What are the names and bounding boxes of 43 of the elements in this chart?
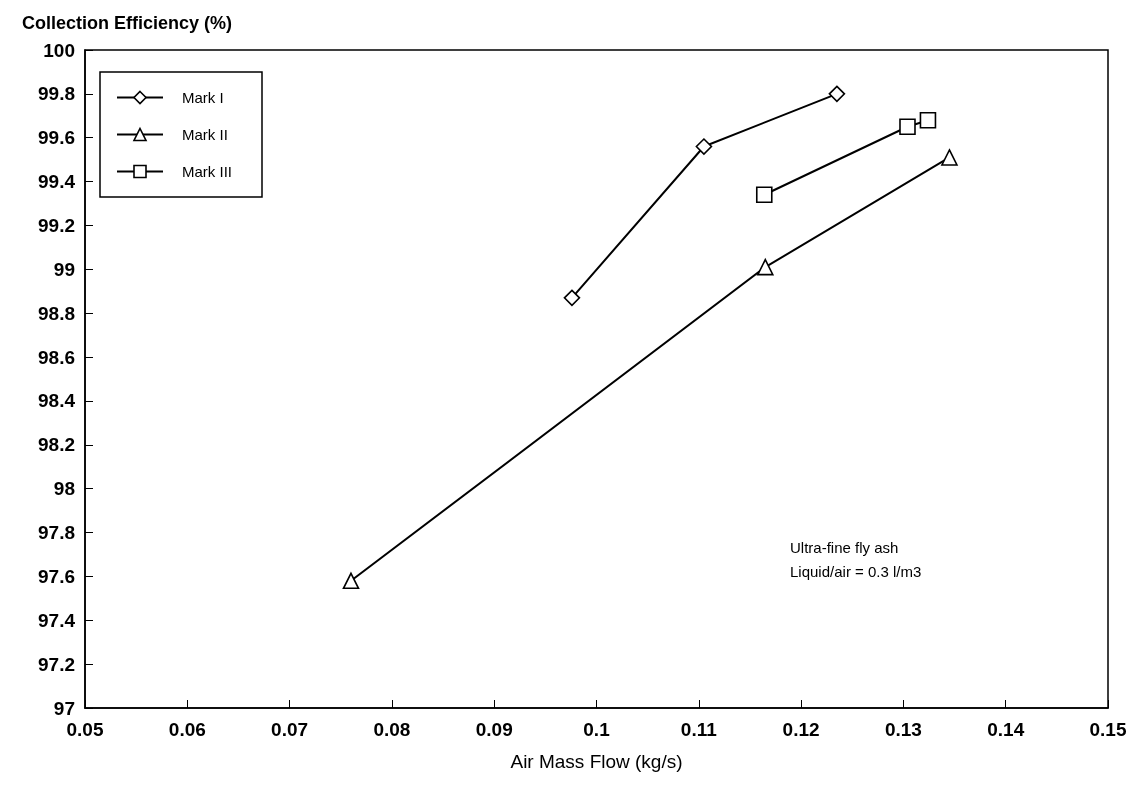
- x-tick-label: 0.11: [680, 719, 718, 740]
- annotation: Liquid/air = 0.3 l/m3: [790, 563, 922, 580]
- y-tick-label: 98.6: [38, 346, 75, 368]
- y-tick-label: 99: [53, 258, 75, 280]
- x-axis-title: Air Mass Flow (kg/s): [510, 751, 683, 772]
- y-tick-label: 98.2: [38, 434, 75, 456]
- y-tick-label: 98.8: [38, 302, 75, 324]
- y-tick-label: 97.6: [38, 565, 75, 587]
- y-tick-label: 99.2: [38, 214, 75, 236]
- point: [755, 186, 773, 204]
- x-tick-label: 0.09: [475, 719, 513, 740]
- y-tick-label: 99.4: [38, 171, 76, 193]
- point: [342, 572, 360, 590]
- y-tick-label: 97.8: [38, 522, 75, 544]
- y-tick-label: 98: [53, 478, 75, 500]
- y-tick-label: 99.6: [38, 127, 75, 149]
- annotation: Ultra-fine fly ash: [790, 539, 899, 556]
- y-tick-label: 97: [53, 697, 75, 719]
- point: [941, 149, 958, 166]
- x-tick-label: 0.06: [168, 719, 206, 740]
- x-tick-label: 0.07: [271, 719, 309, 740]
- y-tick-label: 99.8: [38, 83, 75, 105]
- x-tick-label: 0.1: [583, 719, 611, 740]
- y-tick-label: 98.4: [38, 390, 76, 412]
- y-tick-label: 97.4: [38, 609, 76, 631]
- y-axis-title: Collection Efficiency (%): [22, 13, 233, 33]
- x-tick-label: 0.05: [66, 719, 104, 740]
- legend-label: Mark II: [182, 126, 228, 143]
- x-tick-label: 0.08: [373, 719, 411, 740]
- legend-label: Mark I: [182, 89, 224, 106]
- point: [563, 289, 581, 307]
- point: [899, 118, 916, 136]
- x-tick-label: 0.13: [884, 719, 922, 740]
- x-tick-label: 0.14: [987, 719, 1025, 740]
- y-tick-label: 97.2: [38, 653, 75, 675]
- x-tick-label: 0.15: [1089, 719, 1127, 740]
- point: [756, 258, 774, 276]
- point: [919, 111, 937, 129]
- x-tick-label: 0.12: [782, 719, 820, 740]
- point: [828, 85, 846, 103]
- y-tick-label: 100: [43, 39, 75, 61]
- point: [695, 138, 713, 155]
- legend-label: Mark III: [182, 163, 233, 180]
